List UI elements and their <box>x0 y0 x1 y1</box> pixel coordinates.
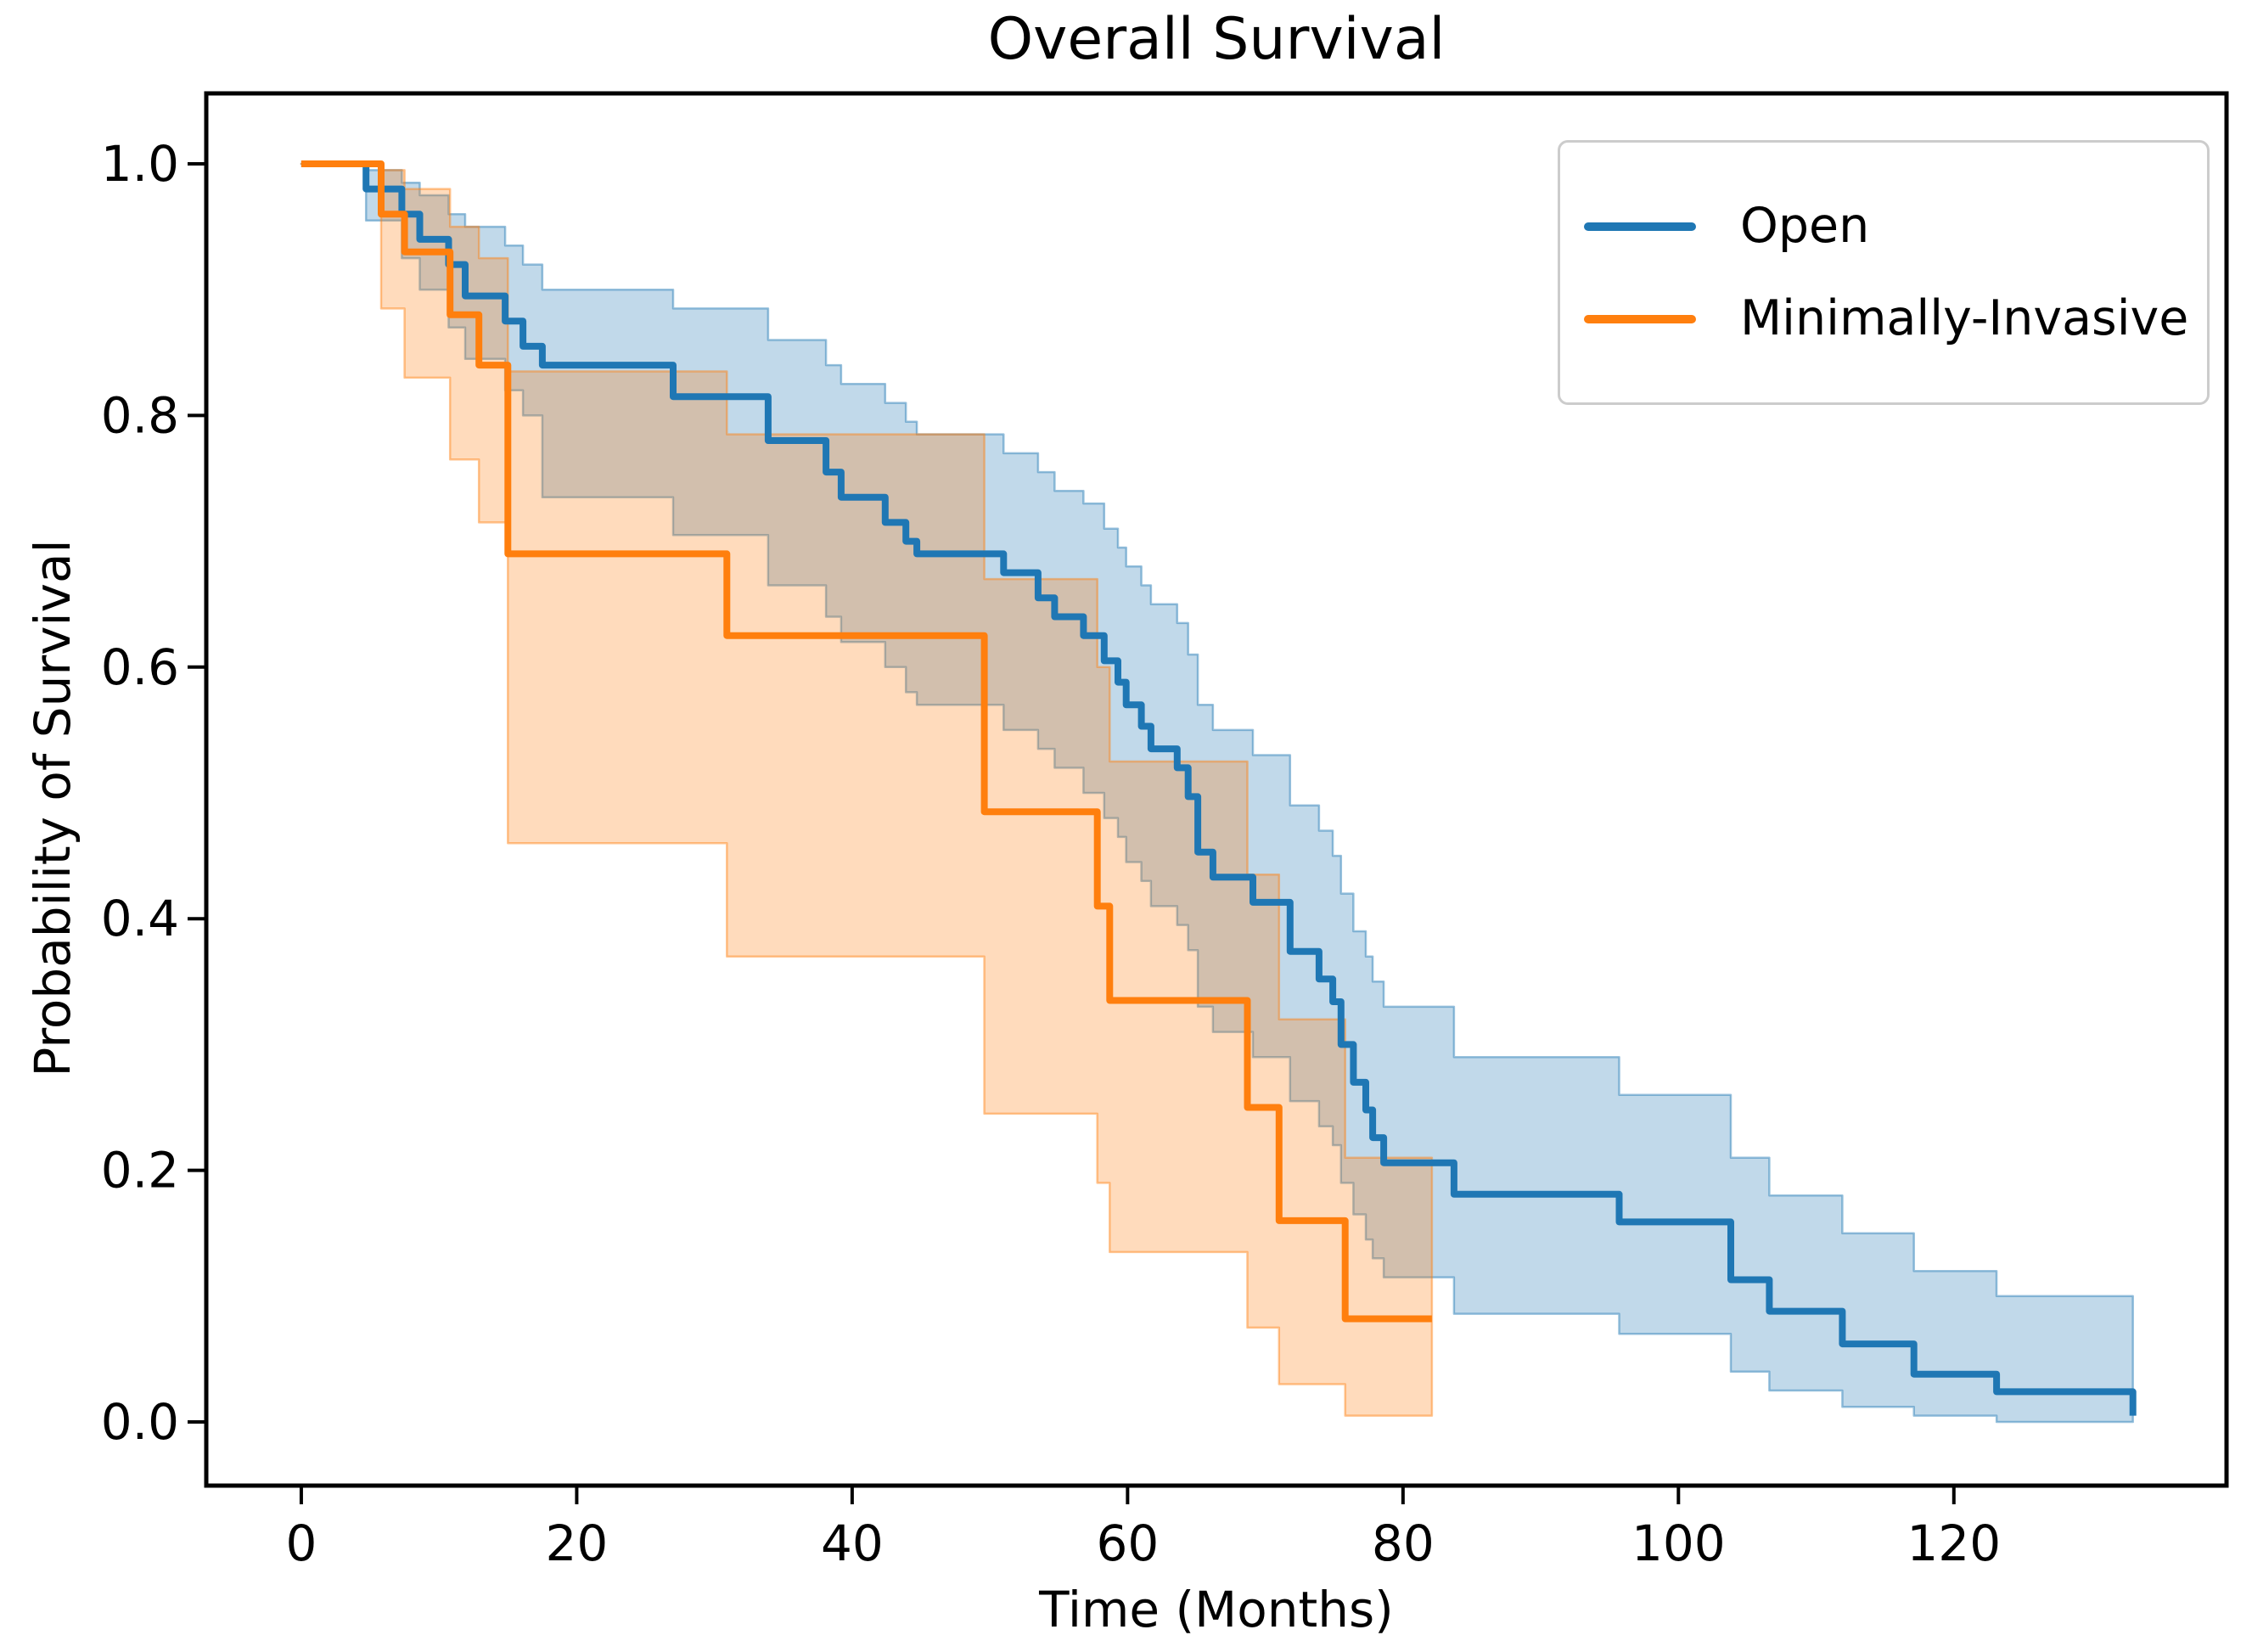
x-tick-label: 80 <box>1372 1514 1435 1572</box>
legend-item-minimally-invasive: Minimally-Invasive <box>1584 295 2207 343</box>
ci-band-minimally-invasive <box>300 162 1434 1417</box>
y-tick-label: 0.0 <box>101 1393 179 1451</box>
y-tick-label: 0.6 <box>101 638 179 696</box>
x-axis-label: Time (Months) <box>1039 1581 1394 1638</box>
legend: Open Minimally-Invasive <box>1558 140 2210 405</box>
y-tick-label: 0.8 <box>101 386 179 444</box>
plot-spines <box>204 91 2229 1488</box>
survival-curve-open <box>300 160 2137 1416</box>
x-tick-label: 60 <box>1096 1514 1159 1572</box>
y-tick-label: 0.4 <box>101 890 179 947</box>
x-tick-label: 0 <box>285 1514 317 1572</box>
x-tick-label: 100 <box>1631 1514 1726 1572</box>
x-tick-label: 40 <box>821 1514 884 1572</box>
x-tick-label: 20 <box>546 1514 609 1572</box>
legend-line-minimally-invasive-icon <box>1584 314 1696 323</box>
legend-label-minimally-invasive: Minimally-Invasive <box>1740 290 2189 346</box>
y-tick-label: 0.2 <box>101 1142 179 1200</box>
ci-band-open <box>300 162 2134 1424</box>
x-tick-label: 120 <box>1907 1514 2001 1572</box>
legend-line-open-icon <box>1584 222 1696 231</box>
y-tick-label: 1.0 <box>101 135 179 193</box>
legend-item-open: Open <box>1584 202 2207 250</box>
legend-label-open: Open <box>1740 198 1870 254</box>
survival-curve-minimally-invasive <box>300 160 1432 1323</box>
chart-title: Overall Survival <box>987 6 1446 73</box>
